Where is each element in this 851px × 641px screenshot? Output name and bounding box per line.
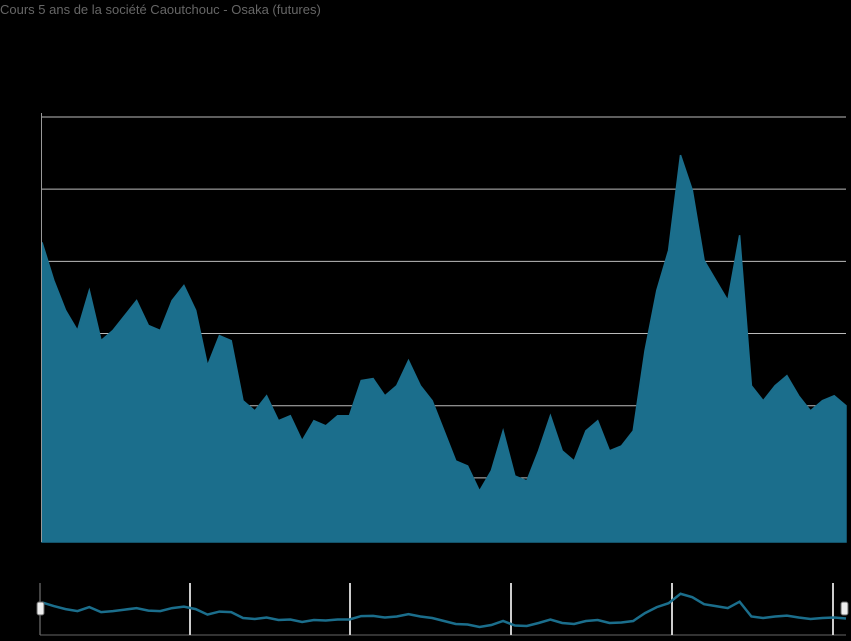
navigator-line xyxy=(41,592,847,629)
area xyxy=(41,154,847,543)
navigator-handle[interactable] xyxy=(36,601,45,616)
chart-title: Cours 5 ans de la société Caoutchouc - O… xyxy=(0,2,321,17)
navigator-series xyxy=(41,592,847,629)
plot xyxy=(41,154,847,543)
navigator-handle[interactable] xyxy=(840,601,849,616)
navigator xyxy=(36,583,849,636)
